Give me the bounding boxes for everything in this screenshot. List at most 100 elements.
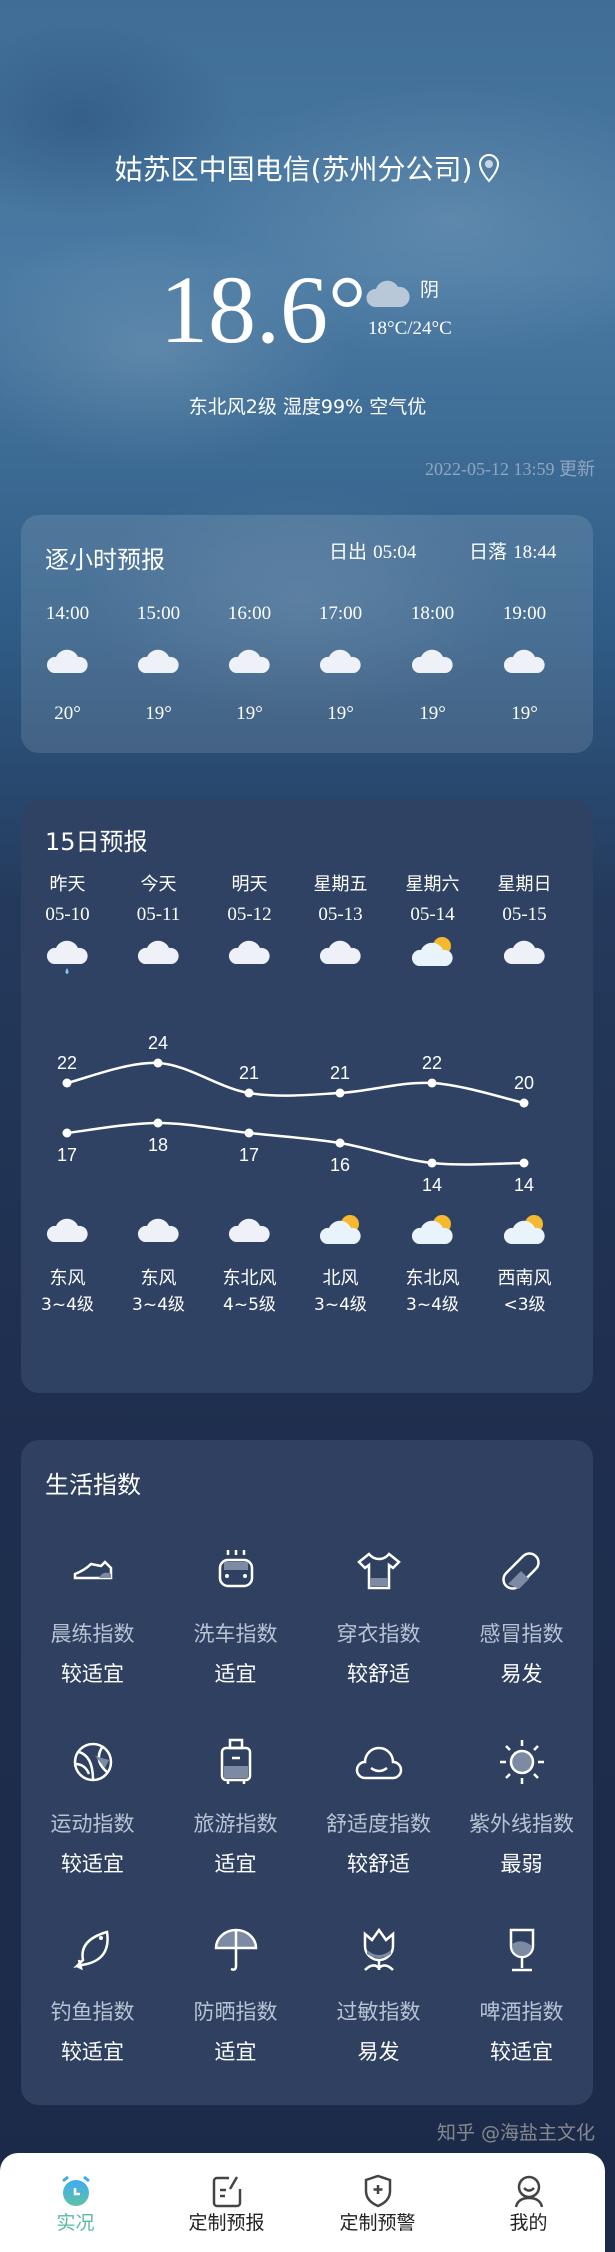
low-temp-line: [66, 1121, 525, 1166]
life-index-item[interactable]: 运动指数 较适宜: [21, 1738, 164, 1878]
life-index-item[interactable]: 舒适度指数 较舒适: [307, 1738, 450, 1878]
life-index-item[interactable]: 钓鱼指数 较适宜: [21, 1926, 164, 2066]
daily-item[interactable]: 星期日 05-15: [479, 870, 570, 980]
high-temp-line: [66, 1061, 525, 1105]
life-index-label: 过敏指数: [336, 2000, 421, 2024]
rain-icon: [46, 940, 88, 974]
life-index-value: 适宜: [214, 2040, 257, 2064]
hour-temp: 20°: [54, 703, 81, 724]
flower-icon: [363, 1927, 394, 1971]
sneaker-icon: [73, 1560, 112, 1580]
daily-item[interactable]: 昨天 05-10: [22, 870, 113, 980]
wind-level: 4~5级: [223, 1295, 276, 1315]
shield-plus-icon: [364, 2174, 391, 2208]
life-index-value: 易发: [357, 2040, 400, 2064]
low-temp-label: 16: [330, 1155, 350, 1175]
life-index-label: 钓鱼指数: [50, 2000, 135, 2024]
high-temp-point: [62, 1078, 72, 1088]
bottom-nav: 实况 定制预报 定制预警 我的: [0, 2153, 605, 2252]
life-index-item[interactable]: 防晒指数 适宜: [164, 1926, 307, 2066]
nav-item-3[interactable]: 我的: [453, 2153, 604, 2252]
daily-item[interactable]: 星期五 05-13: [295, 870, 386, 980]
life-index-item[interactable]: 紫外线指数 最弱: [450, 1738, 593, 1878]
life-index-label: 晨练指数: [50, 1622, 135, 1646]
life-index-label: 舒适度指数: [326, 1812, 431, 1836]
partly-cloudy-icon: [411, 937, 453, 966]
location-name: 姑苏区中国电信(苏州分公司): [114, 153, 473, 186]
hourly-forecast-card: 逐小时预报 日出 05:04 日落 18:44 14:00 20° 15:00 …: [21, 515, 593, 753]
life-index-item[interactable]: 晨练指数 较适宜: [21, 1548, 164, 1688]
day-name: 星期六: [405, 874, 460, 895]
hourly-item: 14:00 20°: [22, 603, 113, 725]
life-index-item[interactable]: 洗车指数 适宜: [164, 1548, 307, 1688]
pill-icon: [501, 1552, 540, 1590]
cloudy-icon: [137, 649, 179, 673]
daily-night: 北风 3~4级: [295, 1212, 386, 1315]
wind-direction: 东风: [140, 1268, 177, 1289]
location-pin-icon: [479, 153, 500, 183]
daily-night: 东风 3~4级: [113, 1212, 204, 1315]
edit-note-icon: [212, 2176, 241, 2208]
low-temp-label: 14: [422, 1175, 442, 1195]
life-index-label: 旅游指数: [193, 1812, 278, 1836]
hour-time: 19:00: [502, 603, 547, 624]
partly-cloudy-icon: [411, 1215, 453, 1244]
life-index-item[interactable]: 感冒指数 易发: [450, 1548, 593, 1688]
daily-item[interactable]: 星期六 05-14: [387, 870, 478, 980]
life-index-value: 较适宜: [61, 2040, 124, 2064]
nav-item-0[interactable]: 实况: [0, 2153, 151, 2252]
nav-label: 定制预报: [188, 2212, 265, 2234]
high-temp-label: 21: [239, 1063, 259, 1083]
cloudy-icon: [46, 1218, 88, 1242]
life-index-value: 较适宜: [61, 1662, 124, 1686]
sun-icon: [499, 1740, 544, 1784]
hour-time: 18:00: [410, 603, 455, 624]
cloudy-icon: [319, 649, 361, 673]
low-temp-point: [153, 1118, 163, 1128]
update-time: 2022-05-12 13:59 更新: [425, 459, 595, 479]
life-index-label: 运动指数: [50, 1812, 135, 1836]
partly-cloudy-icon: [319, 1215, 361, 1244]
day-name: 星期五: [313, 874, 368, 895]
cloudy-icon: [137, 940, 179, 964]
sunset: 日落 18:44: [469, 537, 556, 564]
life-index-label: 洗车指数: [193, 1622, 278, 1646]
day-name: 昨天: [49, 874, 86, 895]
life-index-item[interactable]: 啤酒指数 较适宜: [450, 1926, 593, 2066]
luggage-icon: [220, 1738, 251, 1784]
cloudy-icon: [503, 940, 545, 964]
high-temp-point: [335, 1088, 345, 1098]
weather-details: 东北风2级 湿度99% 空气优: [188, 396, 427, 418]
wind-level: 3~4级: [132, 1295, 185, 1315]
life-index-value: 较舒适: [347, 1852, 410, 1876]
daily-item[interactable]: 明天 05-12: [204, 870, 295, 980]
day-name: 星期日: [497, 874, 552, 895]
location-title[interactable]: 姑苏区中国电信(苏州分公司): [0, 148, 615, 188]
cloud-icon: [366, 280, 410, 307]
nav-item-1[interactable]: 定制预报: [151, 2153, 302, 2252]
life-index-label: 穿衣指数: [336, 1622, 421, 1646]
wind-direction: 北风: [322, 1268, 359, 1289]
nav-item-2[interactable]: 定制预警: [302, 2153, 453, 2252]
life-index-item[interactable]: 旅游指数 适宜: [164, 1738, 307, 1878]
day-date: 05-11: [136, 904, 181, 925]
day-name: 今天: [140, 874, 177, 895]
life-index-item[interactable]: 穿衣指数 较舒适: [307, 1548, 450, 1688]
wind-level: <3级: [503, 1295, 546, 1315]
alarm-clock-icon: [61, 2175, 90, 2206]
day-name: 明天: [231, 874, 268, 895]
hour-time: 14:00: [45, 603, 90, 624]
current-temperature: 18.6°: [160, 256, 367, 363]
wind-level: 3~4级: [314, 1295, 367, 1315]
daily-item[interactable]: 今天 05-11: [113, 870, 204, 980]
high-temp-point: [244, 1088, 254, 1098]
life-index-value: 较舒适: [347, 1662, 410, 1686]
hour-temp: 19°: [236, 703, 263, 724]
wind-level: 3~4级: [41, 1295, 94, 1315]
partly-cloudy-icon: [503, 1215, 545, 1244]
sunset-label: 日落: [469, 541, 508, 563]
life-index-item[interactable]: 过敏指数 易发: [307, 1926, 450, 2066]
ball-icon: [73, 1742, 112, 1782]
nav-label: 实况: [56, 2212, 95, 2234]
life-title: 生活指数: [45, 1471, 141, 1499]
